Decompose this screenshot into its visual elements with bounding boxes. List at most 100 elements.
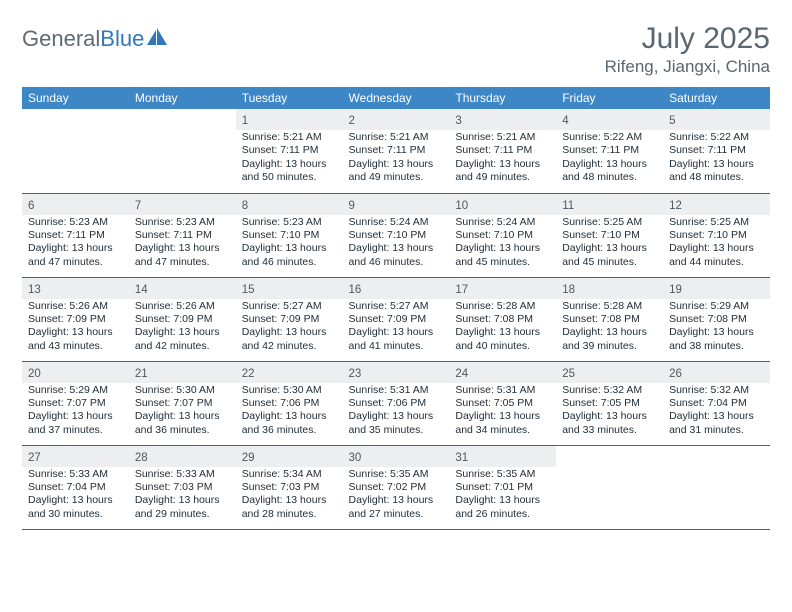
sunset-line: Sunset: 7:04 PM: [28, 481, 123, 494]
calendar-cell: 9Sunrise: 5:24 AMSunset: 7:10 PMDaylight…: [343, 193, 450, 277]
day-body: Sunrise: 5:34 AMSunset: 7:03 PMDaylight:…: [236, 467, 343, 524]
daylight-line: Daylight: 13 hours and 26 minutes.: [455, 494, 550, 521]
day-body: Sunrise: 5:32 AMSunset: 7:05 PMDaylight:…: [556, 383, 663, 440]
calendar-cell: 16 Sunrise: 5:27 AMSunset: 7:09 PMDayligh…: [343, 277, 450, 361]
day-number: 29: [242, 452, 255, 464]
day-number-row: 5: [663, 109, 770, 130]
daylight-line: Daylight: 13 hours and 45 minutes.: [562, 242, 657, 269]
weekday-header: Tuesday: [236, 87, 343, 109]
sunset-line: Sunset: 7:03 PM: [242, 481, 337, 494]
sunrise-line: Sunrise: 5:30 AM: [242, 384, 337, 397]
day-number-row: 9: [343, 194, 450, 215]
daylight-line: Daylight: 13 hours and 44 minutes.: [669, 242, 764, 269]
sunrise-line: Sunrise: 5:24 AM: [349, 216, 444, 229]
calendar-cell: 31 Sunrise: 5:35 AMSunset: 7:01 PMDayligh…: [449, 445, 556, 529]
day-number: 4: [562, 115, 568, 127]
calendar-cell: 11Sunrise: 5:25 AMSunset: 7:10 PMDayligh…: [556, 193, 663, 277]
day-number-row: 26: [663, 362, 770, 383]
day-body: Sunrise: 5:24 AMSunset: 7:10 PMDaylight:…: [449, 215, 556, 272]
sunrise-line: Sunrise: 5:32 AM: [669, 384, 764, 397]
daylight-line: Daylight: 13 hours and 38 minutes.: [669, 326, 764, 353]
day-body: Sunrise: 5:27 AMSunset: 7:09 PMDaylight:…: [343, 299, 450, 356]
day-number-row: 27: [22, 446, 129, 467]
sunset-line: Sunset: 7:08 PM: [455, 313, 550, 326]
sunrise-line: Sunrise: 5:35 AM: [349, 468, 444, 481]
sunrise-line: Sunrise: 5:34 AM: [242, 468, 337, 481]
day-number: 22: [242, 368, 255, 380]
sunset-line: Sunset: 7:11 PM: [349, 144, 444, 157]
calendar-cell: 3 Sunrise: 5:21 AMSunset: 7:11 PMDaylight…: [449, 109, 556, 193]
daylight-line: Daylight: 13 hours and 47 minutes.: [135, 242, 230, 269]
calendar-week-row: 13Sunrise: 5:26 AMSunset: 7:09 PMDayligh…: [22, 277, 770, 361]
day-number-row: 20: [22, 362, 129, 383]
day-number: 16: [349, 284, 362, 296]
sunset-line: Sunset: 7:11 PM: [135, 229, 230, 242]
sunrise-line: Sunrise: 5:24 AM: [455, 216, 550, 229]
day-number: 15: [242, 284, 255, 296]
calendar-cell: 21Sunrise: 5:30 AMSunset: 7:07 PMDayligh…: [129, 361, 236, 445]
day-number-row: 4: [556, 109, 663, 130]
day-body: Sunrise: 5:32 AMSunset: 7:04 PMDaylight:…: [663, 383, 770, 440]
day-number: 21: [135, 368, 148, 380]
day-number: 31: [455, 452, 468, 464]
day-number-row: 31: [449, 446, 556, 467]
weekday-header: Thursday: [449, 87, 556, 109]
day-body: Sunrise: 5:30 AMSunset: 7:06 PMDaylight:…: [236, 383, 343, 440]
header: General Blue July 2025 Rifeng, Jiangxi, …: [22, 22, 770, 77]
sunrise-line: Sunrise: 5:28 AM: [455, 300, 550, 313]
sunset-line: Sunset: 7:07 PM: [28, 397, 123, 410]
calendar-week-row: 20Sunrise: 5:29 AMSunset: 7:07 PMDayligh…: [22, 361, 770, 445]
day-number-row: 23: [343, 362, 450, 383]
daylight-line: Daylight: 13 hours and 37 minutes.: [28, 410, 123, 437]
daylight-line: Daylight: 13 hours and 42 minutes.: [135, 326, 230, 353]
daylight-line: Daylight: 13 hours and 46 minutes.: [242, 242, 337, 269]
day-number: 23: [349, 368, 362, 380]
sail-icon: [146, 27, 168, 52]
calendar-week-row: 6Sunrise: 5:23 AMSunset: 7:11 PMDaylight…: [22, 193, 770, 277]
sunrise-line: Sunrise: 5:29 AM: [28, 384, 123, 397]
day-number: 18: [562, 284, 575, 296]
calendar-cell: 4 Sunrise: 5:22 AMSunset: 7:11 PMDaylight…: [556, 109, 663, 193]
sunset-line: Sunset: 7:06 PM: [242, 397, 337, 410]
day-body: Sunrise: 5:35 AMSunset: 7:01 PMDaylight:…: [449, 467, 556, 524]
day-number: 7: [135, 200, 141, 212]
daylight-line: Daylight: 13 hours and 29 minutes.: [135, 494, 230, 521]
day-body: Sunrise: 5:22 AMSunset: 7:11 PMDaylight:…: [556, 130, 663, 187]
calendar-cell: 27Sunrise: 5:33 AMSunset: 7:04 PMDayligh…: [22, 445, 129, 529]
day-body: Sunrise: 5:31 AMSunset: 7:06 PMDaylight:…: [343, 383, 450, 440]
daylight-line: Daylight: 13 hours and 49 minutes.: [349, 158, 444, 185]
day-number: 25: [562, 368, 575, 380]
sunrise-line: Sunrise: 5:21 AM: [349, 131, 444, 144]
daylight-line: Daylight: 13 hours and 33 minutes.: [562, 410, 657, 437]
calendar-week-row: 27Sunrise: 5:33 AMSunset: 7:04 PMDayligh…: [22, 445, 770, 529]
calendar-week-row: 1Sunrise: 5:21 AMSunset: 7:11 PMDaylight…: [22, 109, 770, 193]
day-number: 5: [669, 115, 675, 127]
day-number-row: 18: [556, 278, 663, 299]
day-body: Sunrise: 5:25 AMSunset: 7:10 PMDaylight:…: [663, 215, 770, 272]
day-number-row: 8: [236, 194, 343, 215]
day-body: Sunrise: 5:26 AMSunset: 7:09 PMDaylight:…: [22, 299, 129, 356]
day-number-row: 21: [129, 362, 236, 383]
daylight-line: Daylight: 13 hours and 28 minutes.: [242, 494, 337, 521]
daylight-line: Daylight: 13 hours and 48 minutes.: [669, 158, 764, 185]
sunset-line: Sunset: 7:09 PM: [349, 313, 444, 326]
day-body: Sunrise: 5:29 AMSunset: 7:07 PMDaylight:…: [22, 383, 129, 440]
sunset-line: Sunset: 7:05 PM: [455, 397, 550, 410]
sunrise-line: Sunrise: 5:23 AM: [28, 216, 123, 229]
sunrise-line: Sunrise: 5:30 AM: [135, 384, 230, 397]
day-body: Sunrise: 5:21 AMSunset: 7:11 PMDaylight:…: [449, 130, 556, 187]
daylight-line: Daylight: 13 hours and 36 minutes.: [135, 410, 230, 437]
day-number: 3: [455, 115, 461, 127]
daylight-line: Daylight: 13 hours and 31 minutes.: [669, 410, 764, 437]
calendar-cell: 12Sunrise: 5:25 AMSunset: 7:10 PMDayligh…: [663, 193, 770, 277]
sunrise-line: Sunrise: 5:26 AM: [135, 300, 230, 313]
sunrise-line: Sunrise: 5:27 AM: [242, 300, 337, 313]
calendar-cell: 26Sunrise: 5:32 AMSunset: 7:04 PMDayligh…: [663, 361, 770, 445]
calendar-cell: 5Sunrise: 5:22 AMSunset: 7:11 PMDaylight…: [663, 109, 770, 193]
day-number: 11: [562, 200, 574, 212]
sunrise-line: Sunrise: 5:25 AM: [669, 216, 764, 229]
day-number-row: 15: [236, 278, 343, 299]
day-number-row: 11: [556, 194, 663, 215]
weekday-header: Friday: [556, 87, 663, 109]
day-number-row: 3: [449, 109, 556, 130]
